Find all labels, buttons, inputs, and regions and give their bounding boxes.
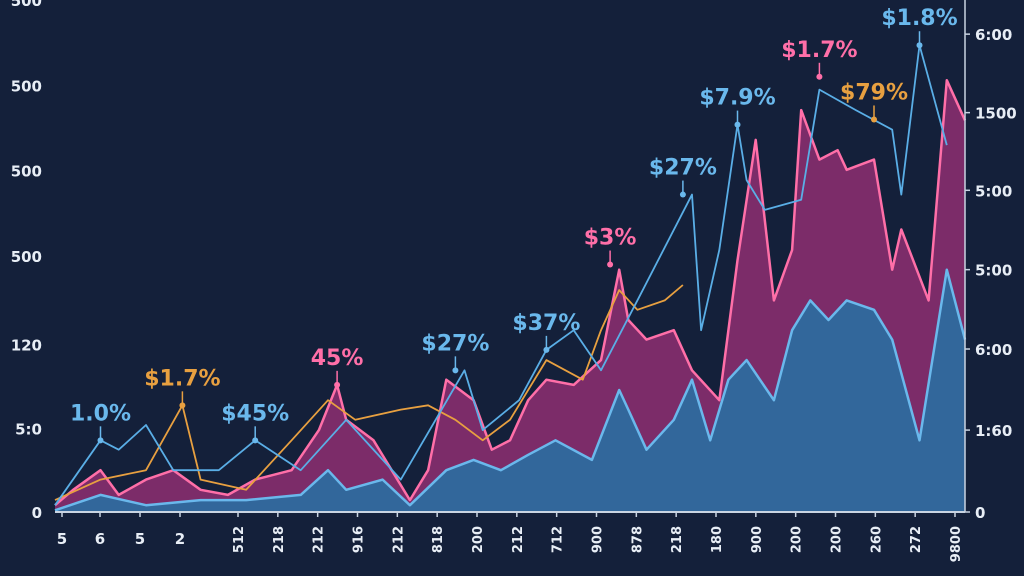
- annotation-point: [816, 73, 823, 80]
- annotation-label: $1.8%: [881, 6, 957, 31]
- annotation-label: $7.9%: [699, 86, 775, 111]
- x-tick-label: 200: [471, 526, 486, 553]
- right-tick-label: 6:00: [975, 341, 1012, 359]
- x-tick-label: 218: [670, 526, 685, 553]
- left-tick-label: 500: [11, 163, 42, 181]
- series-blue-line: [54, 268, 967, 512]
- series-pink-line: [54, 78, 967, 507]
- annotation-label: $1.7%: [781, 38, 857, 63]
- x-tick-label: 272: [909, 526, 924, 553]
- right-tick-label: 1500: [975, 105, 1017, 123]
- left-tick-label: 500: [11, 0, 42, 10]
- x-tick-label: 5: [135, 530, 145, 548]
- annotation-label: $27%: [421, 331, 489, 356]
- left-tick-label: 120: [11, 337, 42, 355]
- x-tick-label: 212: [391, 526, 406, 553]
- x-tick-label: 200: [830, 526, 845, 553]
- x-tick-label: 900: [750, 526, 765, 553]
- right-tick-label: 5:00: [975, 182, 1012, 200]
- left-tick-label: 5:0: [15, 420, 42, 438]
- x-tick-label: 512: [232, 526, 247, 553]
- x-tick-label: 712: [551, 526, 566, 553]
- x-tick-label: 6: [95, 530, 105, 548]
- x-tick-label: 916: [352, 526, 367, 553]
- x-tick-label: 818: [431, 526, 446, 553]
- annotation-label: $1.7%: [144, 366, 220, 391]
- annotation-label: $45%: [221, 401, 289, 426]
- annotation-label: $79%: [840, 80, 908, 105]
- left-tick-label: 0: [32, 504, 42, 522]
- x-tick-label: 212: [312, 526, 327, 553]
- x-tick-label: 878: [630, 526, 645, 553]
- right-tick-label: 0: [975, 504, 985, 522]
- annotation-point: [916, 42, 923, 49]
- left-tick-label: 500: [11, 248, 42, 266]
- x-tick-label: 2: [175, 530, 185, 548]
- annotation-point: [252, 437, 259, 444]
- axes: 5005005005001205:006:0015005:005:006:001…: [11, 0, 1017, 562]
- annotation-label: $3%: [584, 226, 637, 251]
- annotation-point: [334, 381, 341, 388]
- annotation-point: [607, 261, 614, 268]
- annotation-label: $37%: [512, 311, 580, 336]
- x-tick-label: 5: [57, 530, 67, 548]
- x-tick-label: 900: [591, 526, 606, 553]
- annotation-point: [871, 116, 877, 123]
- x-tick-label: 200: [790, 526, 805, 553]
- left-tick-label: 500: [11, 77, 42, 95]
- x-tick-label: 218: [272, 526, 287, 553]
- x-tick-label: 212: [511, 526, 526, 553]
- x-tick-label: 260: [869, 526, 884, 553]
- x-tick-label: 9800: [949, 526, 964, 562]
- right-tick-label: 6:00: [975, 26, 1012, 44]
- annotation-point: [97, 437, 104, 444]
- right-tick-label: 1:60: [975, 422, 1012, 440]
- annotation-point: [734, 121, 741, 128]
- plot-area: 1.0%$1.7%$45%45%$27%$37%$3%$27%$7.9%$1.7…: [54, 6, 967, 512]
- annotation-label: $27%: [649, 156, 717, 181]
- annotation-label: 1.0%: [70, 401, 131, 426]
- annotation-point: [452, 367, 459, 374]
- series-blue-area: [55, 269, 965, 512]
- annotation-point: [179, 402, 186, 409]
- x-tick-label: 180: [710, 526, 725, 553]
- annotation-point: [543, 346, 550, 353]
- series-thin_blue-line: [54, 44, 948, 506]
- right-tick-label: 5:00: [975, 262, 1012, 280]
- annotation-label: 45%: [311, 346, 364, 371]
- series-orange-line: [54, 284, 684, 501]
- annotation-point: [679, 191, 686, 198]
